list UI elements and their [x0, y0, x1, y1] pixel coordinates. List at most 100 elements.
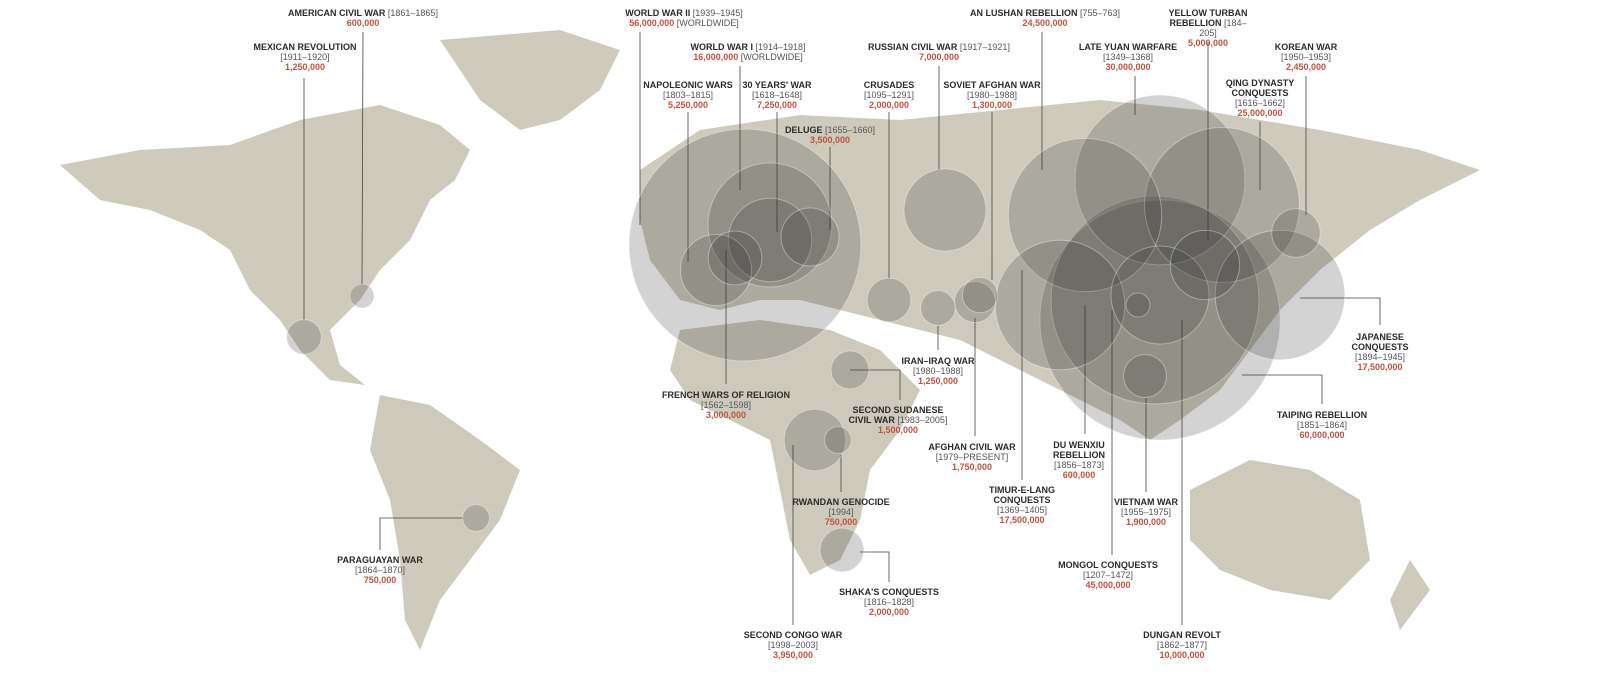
- war-bubble: [830, 350, 870, 390]
- war-name: VIETNAM WAR: [1114, 497, 1178, 507]
- war-label: DELUGE [1655–1660] 3,500,000: [750, 125, 910, 145]
- war-deaths: 17,500,000: [1357, 362, 1403, 372]
- war-name: KOREAN WAR: [1274, 42, 1338, 52]
- war-years: [755–763]: [1079, 8, 1121, 18]
- war-deaths: 3,950,000: [772, 650, 814, 660]
- war-label: DUNGAN REVOLT [1862–1877] 10,000,000: [1127, 630, 1237, 660]
- war-name: NAPOLEONIC WARS: [643, 80, 733, 90]
- war-years: [1655–1660]: [824, 125, 876, 135]
- land: [60, 30, 1480, 650]
- war-deaths: 5,000,000: [1187, 38, 1229, 48]
- leader-line: [860, 551, 890, 582]
- war-years: [1917–1921]: [959, 42, 1010, 52]
- war-years: [1864–1870]: [354, 565, 406, 575]
- war-name: JAPANESE CONQUESTS: [1351, 332, 1409, 352]
- war-years: [1851–1864]: [1296, 420, 1348, 430]
- war-deaths: 30,000,000: [1105, 62, 1151, 72]
- war-years: [1861–1865]: [387, 8, 438, 18]
- war-deaths: 45,000,000: [1085, 580, 1131, 590]
- war-deaths: 7,250,000: [756, 100, 798, 110]
- war-deaths: 60,000,000: [1299, 430, 1345, 440]
- war-bubble: [1214, 229, 1346, 361]
- war-bubble: [707, 162, 833, 288]
- war-bubble: [1110, 245, 1210, 345]
- war-name: RWANDAN GENOCIDE: [792, 497, 890, 507]
- war-label: SECOND CONGO WAR [1998–2003] 3,950,000: [733, 630, 853, 660]
- war-years: [1939–1945]: [692, 8, 743, 18]
- war-years: [1955–1975]: [1120, 507, 1172, 517]
- war-years: [1894–1945]: [1354, 352, 1406, 362]
- war-name: AMERICAN CIVIL WAR: [288, 8, 386, 18]
- leader-line: [361, 31, 364, 285]
- war-years: [1816–1828]: [863, 597, 915, 607]
- war-name: SECOND SUDANESE CIVIL WAR: [848, 405, 944, 425]
- war-bubble: [349, 283, 375, 309]
- war-years: [1914–1918]: [755, 42, 806, 52]
- war-name: DELUGE: [784, 125, 823, 135]
- war-name: AFGHAN CIVIL WAR: [928, 442, 1016, 452]
- war-bubble: [824, 426, 852, 454]
- war-bubble: [1123, 354, 1167, 398]
- war-bubble: [783, 408, 847, 472]
- war-deaths: 25,000,000: [1237, 108, 1283, 118]
- war-label: 30 YEARS' WAR [1618–1648] 7,250,000: [722, 80, 832, 110]
- war-bubble: [954, 281, 996, 323]
- war-deaths: 1,250,000: [917, 376, 959, 386]
- war-name: FRENCH WARS OF RELIGION: [662, 390, 790, 400]
- war-years: [1803–1815]: [662, 90, 714, 100]
- war-bubble: [1169, 229, 1241, 301]
- war-years: [1349–1368]: [1102, 52, 1154, 62]
- war-label: LATE YUAN WARFARE [1349–1368] 30,000,000: [1068, 42, 1188, 72]
- war-deaths: 5,250,000: [667, 100, 709, 110]
- war-name: TIMUR-E-LANG CONQUESTS: [989, 485, 1055, 505]
- war-deaths: 7,000,000: [918, 52, 960, 62]
- war-label: SOVIET AFGHAN WAR [1980–1988] 1,300,000: [932, 80, 1052, 110]
- war-bubble: [1074, 94, 1246, 266]
- leader-line: [850, 369, 901, 400]
- war-years: [1856–1873]: [1053, 460, 1105, 470]
- war-years: [1980–1988]: [912, 366, 964, 376]
- war-deaths: 56,000,000: [629, 18, 675, 28]
- war-name: IRAN–IRAQ WAR: [901, 356, 975, 366]
- war-deaths: 1,300,000: [971, 100, 1013, 110]
- war-name: TAIPING REBELLION: [1276, 410, 1368, 420]
- war-bubble: [1125, 292, 1151, 318]
- war-note: [WORLDWIDE]: [676, 18, 739, 28]
- war-deaths: 1,250,000: [284, 62, 326, 72]
- war-bubble: [961, 276, 999, 314]
- war-deaths: 600,000: [346, 18, 380, 28]
- war-bubble: [1007, 137, 1163, 293]
- war-years: [1950–1953]: [1280, 52, 1332, 62]
- war-label: QING DYNASTY CONQUESTS [1616–1662] 25,000,…: [1220, 78, 1300, 118]
- war-bubble: [286, 319, 322, 355]
- war-bubble: [1039, 199, 1281, 441]
- war-name: SECOND CONGO WAR: [743, 630, 843, 640]
- war-label: AMERICAN CIVIL WAR [1861–1865] 600,000: [263, 8, 463, 28]
- war-bubble: [819, 527, 865, 573]
- war-years: [1911–1920]: [280, 52, 330, 62]
- war-label: PARAGUAYAN WAR [1864–1870] 750,000: [325, 555, 435, 585]
- war-label: SECOND SUDANESE CIVIL WAR [1983–2005] 1,5…: [843, 405, 953, 435]
- war-label: RWANDAN GENOCIDE [1994] 750,000: [786, 497, 896, 527]
- war-years: [184–205]: [1199, 18, 1247, 38]
- war-label: SHAKA'S CONQUESTS [1816–1828] 2,000,000: [829, 587, 949, 617]
- war-deaths: 17,500,000: [999, 515, 1045, 525]
- war-label: MEXICAN REVOLUTION [1911–1920] 1,250,000: [245, 42, 365, 72]
- war-years: [1994]: [828, 507, 854, 517]
- war-bubble: [628, 128, 862, 362]
- war-bubble: [680, 234, 752, 306]
- war-deaths: 1,750,000: [951, 462, 993, 472]
- war-label: FRENCH WARS OF RELIGION [1562–1598] 3,000,…: [646, 390, 806, 420]
- war-deaths: 2,000,000: [868, 100, 910, 110]
- war-bubble: [1144, 127, 1300, 283]
- war-name: RUSSIAN CIVIL WAR: [868, 42, 958, 52]
- war-deaths: 24,500,000: [1022, 18, 1068, 28]
- war-bubble: [462, 504, 490, 532]
- war-deaths: 1,500,000: [877, 425, 919, 435]
- war-label: WORLD WAR I [1914–1918] 16,000,000 [WORLD…: [648, 42, 848, 62]
- war-name: DUNGAN REVOLT: [1143, 630, 1221, 640]
- war-label: JAPANESE CONQUESTS [1894–1945] 17,500,000: [1340, 332, 1420, 372]
- bubbles: [286, 94, 1346, 573]
